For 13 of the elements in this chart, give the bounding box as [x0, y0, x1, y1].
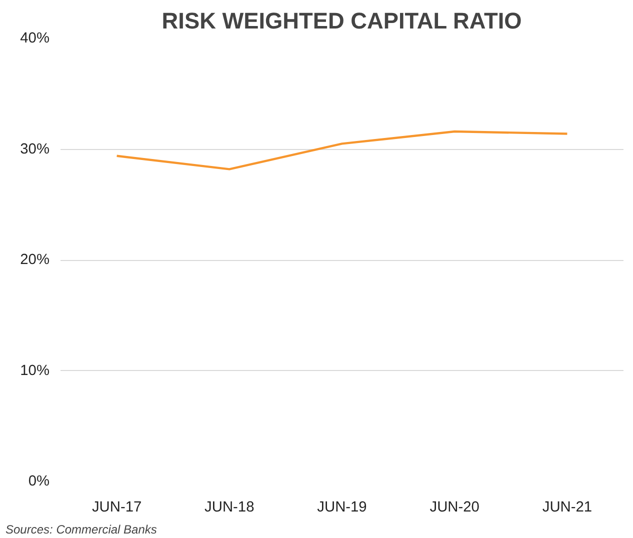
x-tick-label: JUN-21	[542, 500, 592, 516]
x-tick-label: JUN-18	[204, 500, 254, 516]
y-tick-label: 40%	[20, 30, 50, 46]
y-tick-label: 0%	[28, 474, 50, 490]
chart-title: RISK WEIGHTED CAPITAL RATIO	[162, 8, 522, 34]
x-tick-label: JUN-20	[430, 500, 480, 516]
x-tick-label: JUN-19	[317, 500, 367, 516]
x-tick-label: JUN-17	[92, 500, 142, 516]
line-series	[116, 130, 568, 170]
y-tick-label: 10%	[20, 362, 50, 379]
source-note: Sources: Commercial Banks	[6, 522, 157, 536]
y-tick-label: 20%	[20, 252, 50, 268]
y-tick-label: 30%	[20, 141, 50, 158]
